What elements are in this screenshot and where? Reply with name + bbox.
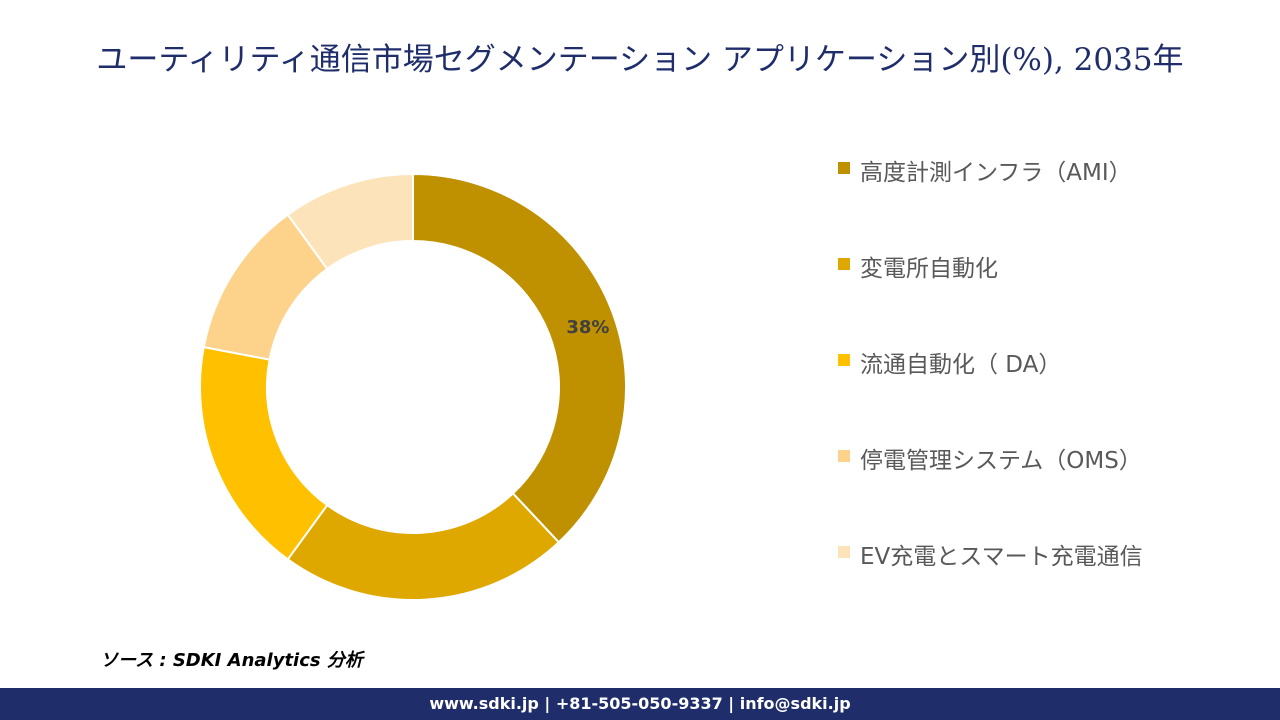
legend-item: 変電所自動化 [838, 246, 1168, 292]
donut-segment [412, 172, 627, 544]
donut-segment [286, 492, 561, 601]
data-label: 38% [566, 317, 609, 338]
chart: 38% [199, 172, 627, 601]
legend-item: 停電管理システム（OMS） [838, 438, 1168, 484]
footer: www.sdki.jp | +81-505-050-9337 | info@sd… [0, 688, 1280, 720]
legend-swatch [838, 162, 850, 174]
chart-title: ユーティリティ通信市場セグメンテーション アプリケーション別(%), 2035年 [96, 42, 1184, 78]
legend-item: 高度計測インフラ（AMI） [838, 150, 1168, 196]
donut-segment [286, 172, 414, 271]
legend-label: EV充電とスマート充電通信 [860, 544, 1143, 570]
source: ソース : SDKI Analytics 分析 [100, 650, 363, 671]
legend-label: 流通自動化（ DA） [860, 352, 1062, 378]
donut-segment [199, 345, 329, 561]
legend-label: 高度計測インフラ（AMI） [860, 160, 1132, 186]
legend-swatch [838, 258, 850, 270]
legend-swatch [838, 546, 850, 558]
legend-swatch [838, 354, 850, 366]
legend-label: 停電管理システム（OMS） [860, 448, 1142, 474]
legend-item: 流通自動化（ DA） [838, 342, 1168, 388]
legend-item: EV充電とスマート充電通信 [838, 534, 1168, 580]
legend-label: 変電所自動化 [860, 256, 998, 282]
legend-swatch [838, 450, 850, 462]
